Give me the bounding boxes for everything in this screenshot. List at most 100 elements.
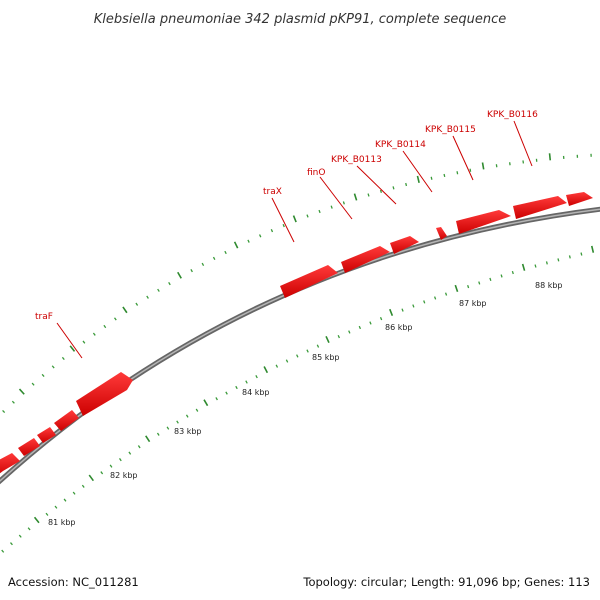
tick-mark	[353, 193, 358, 201]
gene-label-kpk-b0114[interactable]: KPK_B0114	[375, 140, 426, 150]
tick-mark	[177, 271, 182, 279]
gene-label-leaders	[56, 120, 533, 359]
tick-mark	[521, 263, 526, 271]
gene-arrow[interactable]	[54, 410, 79, 431]
tick-mark	[2, 409, 6, 414]
tick-mark	[109, 464, 113, 468]
tick-mark	[11, 400, 15, 404]
tick-mark	[1, 549, 5, 553]
tick-mark	[61, 356, 65, 361]
gene-arrow[interactable]	[280, 265, 338, 298]
tick-mark	[233, 241, 239, 249]
tick-mark	[245, 380, 248, 384]
gene-arrow[interactable]	[0, 453, 20, 477]
gene-arrow[interactable]	[341, 246, 390, 273]
tick-mark	[92, 332, 96, 336]
tick-mark	[63, 498, 67, 502]
tick-mark	[590, 245, 595, 253]
tick-mark	[54, 505, 58, 509]
kbp-label-88: 88 kbp	[535, 281, 563, 290]
tick-mark	[270, 228, 274, 233]
kbp-label-84: 84 kbp	[242, 388, 270, 397]
gene-arrow[interactable]	[456, 210, 511, 234]
tick-mark	[275, 364, 279, 368]
gene-arrow[interactable]	[390, 236, 419, 254]
kbp-label-86: 86 kbp	[385, 323, 413, 332]
tick-mark	[306, 214, 309, 218]
tick-mark	[82, 340, 86, 344]
gene-arrow[interactable]	[37, 427, 56, 443]
tick-mark	[224, 250, 227, 255]
backbone-arc	[0, 206, 600, 485]
tick-mark	[481, 162, 485, 170]
tick-mark	[135, 302, 139, 306]
outer-tick-ring	[2, 153, 592, 414]
tick-mark	[185, 414, 189, 418]
tick-mark	[18, 388, 25, 395]
gene-arrow[interactable]	[513, 196, 567, 219]
tick-mark	[392, 186, 395, 190]
tick-mark	[325, 336, 330, 344]
tick-mark	[88, 474, 95, 482]
tick-mark	[72, 491, 76, 495]
gene-label-fino[interactable]: finO	[307, 168, 325, 178]
tick-mark	[122, 306, 128, 314]
tick-mark	[367, 193, 370, 197]
gene-arrow[interactable]	[436, 227, 447, 240]
gene-label-kpk-b0113[interactable]: KPK_B0113	[331, 155, 382, 165]
tick-mark	[263, 366, 269, 374]
tick-mark	[379, 316, 383, 321]
tick-mark	[534, 264, 537, 268]
gene-arrow-trag[interactable]	[76, 372, 133, 416]
tick-mark	[316, 344, 320, 348]
tick-mark	[45, 512, 49, 516]
tick-mark	[9, 542, 13, 546]
tick-mark	[330, 205, 333, 209]
tick-mark	[255, 375, 258, 379]
tick-mark	[430, 176, 433, 180]
tick-mark	[118, 457, 122, 462]
gene-track	[0, 192, 593, 477]
gene-label-traf[interactable]: traF	[35, 312, 53, 322]
tick-mark	[358, 325, 362, 330]
sequence-stats: Topology: circular; Length: 91,096 bp; G…	[302, 575, 590, 589]
tick-mark	[548, 153, 552, 161]
tick-mark	[416, 175, 420, 183]
tick-mark	[296, 354, 299, 358]
tick-mark	[166, 426, 170, 430]
tick-mark	[292, 215, 297, 223]
gene-arrow[interactable]	[566, 192, 593, 206]
accession-text: Accession: NC_011281	[8, 575, 139, 589]
tick-mark	[100, 471, 104, 475]
tick-mark	[157, 288, 160, 292]
tick-mark	[337, 334, 340, 339]
tick-mark	[444, 292, 448, 296]
tick-mark	[225, 391, 228, 395]
kbp-label-81: 81 kbp	[48, 518, 76, 527]
tick-mark	[379, 189, 382, 193]
tick-mark	[467, 284, 470, 289]
tick-mark	[27, 527, 31, 531]
kbp-label-83: 83 kbp	[174, 427, 202, 436]
gene-label-kpk-b0115[interactable]: KPK_B0115	[425, 125, 476, 135]
tick-mark	[176, 420, 179, 424]
tick-mark	[401, 308, 404, 312]
tick-mark	[33, 516, 40, 524]
tick-mark	[113, 317, 117, 321]
tick-mark	[434, 296, 437, 300]
kbp-label-82: 82 kbp	[110, 471, 138, 480]
tick-mark	[18, 534, 22, 538]
tick-mark	[511, 270, 514, 275]
tick-mark	[215, 397, 218, 401]
tick-mark	[348, 330, 351, 334]
gene-label-kpk-b0116[interactable]: KPK_B0116	[487, 110, 538, 120]
gene-label-trax[interactable]: traX	[263, 187, 282, 197]
tick-mark	[306, 349, 309, 353]
tick-mark	[146, 295, 149, 299]
tick-mark	[41, 373, 45, 378]
tick-mark	[580, 252, 583, 256]
tick-mark	[128, 451, 132, 455]
gene-arrow[interactable]	[18, 438, 40, 456]
tick-mark	[201, 262, 205, 267]
tick-mark	[103, 324, 107, 329]
